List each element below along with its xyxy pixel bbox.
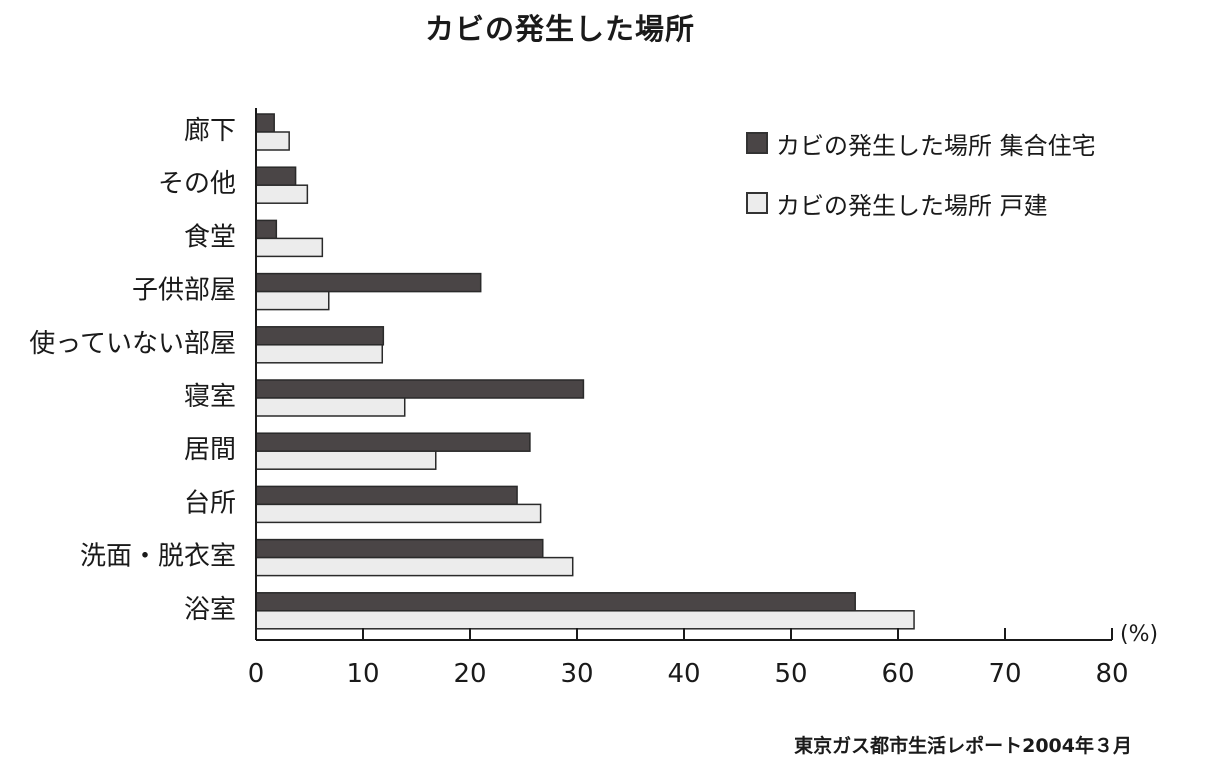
bar-apartment-2 (255, 219, 278, 240)
bar-house-4 (255, 344, 384, 364)
category-label-8: 洗面・脱衣室 (80, 542, 236, 572)
legend-item-house: カビの発生した場所 戸建 (746, 188, 1096, 220)
category-label-0: 廊下 (184, 116, 236, 146)
category-label-9: 浴室 (184, 595, 236, 625)
bar-apartment-3 (255, 272, 482, 293)
source-note: 東京ガス都市生活レポート2004年３月 (794, 735, 1132, 757)
legend-label-house: カビの発生した場所 戸建 (776, 191, 1048, 220)
bar-apartment-0 (255, 113, 275, 133)
category-label-4: 使っていない部屋 (29, 329, 236, 359)
bar-house-5 (255, 397, 406, 417)
legend-swatch-apartment (746, 132, 768, 154)
category-label-2: 食堂 (184, 222, 236, 252)
x-tick-label-6: 60 (881, 659, 914, 689)
legend-swatch-house (746, 192, 768, 214)
x-tick-label-4: 40 (667, 659, 700, 689)
x-axis-unit: (%) (1120, 622, 1159, 647)
bar-house-3 (255, 290, 330, 311)
legend: カビの発生した場所 集合住宅 カビの発生した場所 戸建 (746, 128, 1096, 248)
bar-apartment-6 (255, 432, 531, 452)
bar-house-8 (255, 556, 574, 577)
axis-layer (255, 108, 1113, 641)
legend-label-apartment: カビの発生した場所 集合住宅 (776, 131, 1096, 160)
x-tick-label-7: 70 (988, 659, 1021, 689)
category-label-3: 子供部屋 (132, 276, 236, 306)
category-label-7: 台所 (184, 488, 236, 518)
x-tick-label-3: 30 (560, 659, 593, 689)
bar-apartment-1 (255, 166, 297, 186)
bar-house-2 (255, 237, 324, 258)
legend-item-apartment: カビの発生した場所 集合住宅 (746, 128, 1096, 160)
bar-apartment-5 (255, 379, 585, 399)
bar-apartment-4 (255, 326, 385, 346)
bar-apartment-8 (255, 538, 544, 559)
bar-apartment-7 (255, 485, 518, 506)
x-tick-label-5: 50 (774, 659, 807, 689)
category-label-6: 居間 (184, 435, 236, 465)
x-tick-label-1: 10 (346, 659, 379, 689)
category-label-1: その他 (158, 169, 236, 199)
category-label-5: 寝室 (184, 382, 236, 412)
bar-house-6 (255, 450, 437, 470)
x-tick-label-0: 0 (248, 659, 265, 689)
bar-house-7 (255, 503, 542, 524)
x-tick-label-2: 20 (453, 659, 486, 689)
bar-house-9 (255, 610, 915, 630)
chart-title: カビの発生した場所 (424, 12, 695, 46)
x-tick-label-8: 80 (1095, 659, 1128, 689)
bar-house-0 (255, 131, 290, 151)
bar-house-1 (255, 184, 309, 204)
bar-apartment-9 (255, 592, 856, 612)
